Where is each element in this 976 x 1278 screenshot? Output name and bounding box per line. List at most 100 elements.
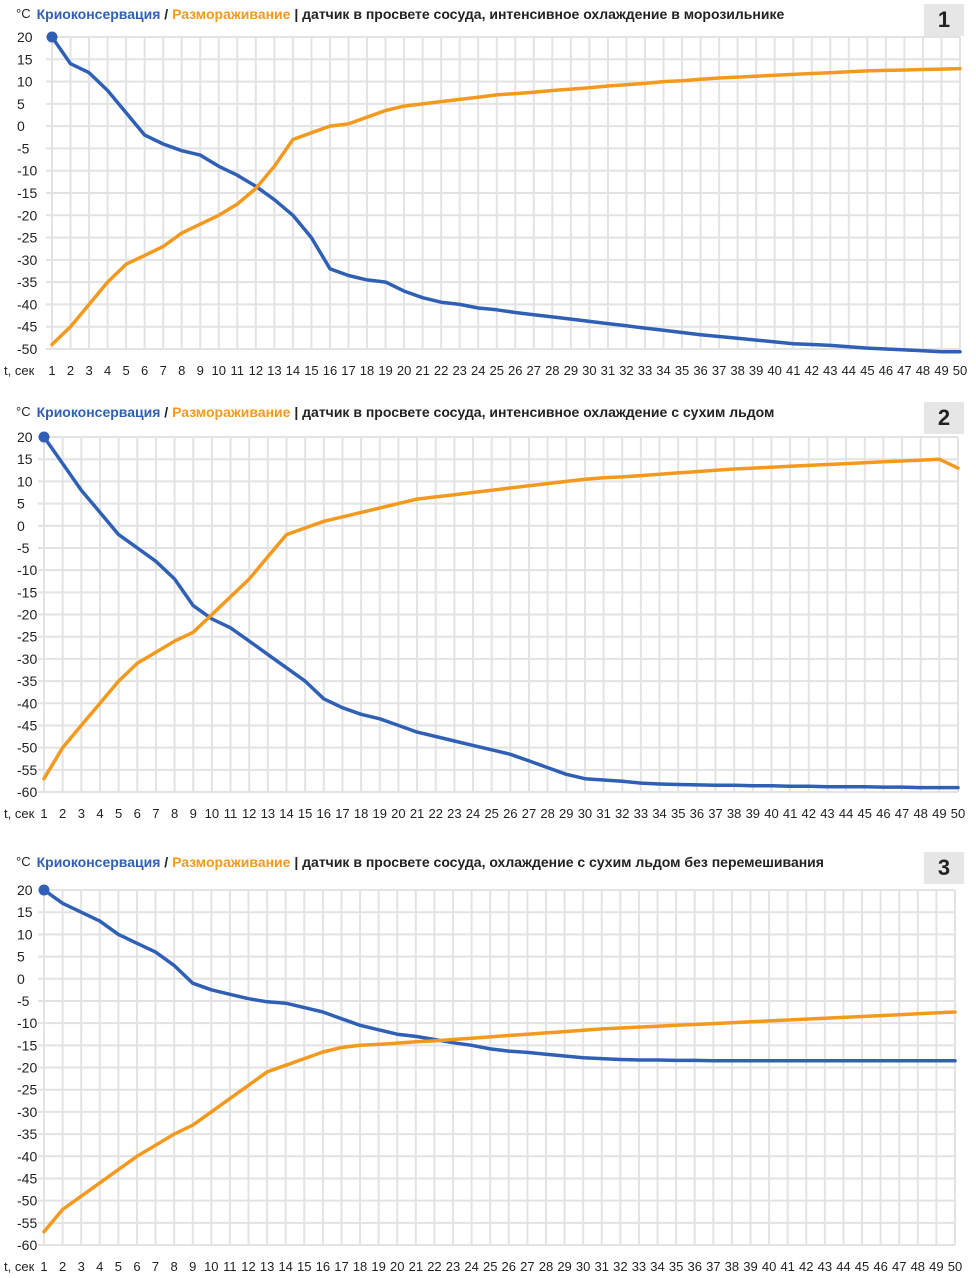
x-tick-label: 15 bbox=[298, 806, 312, 821]
chart-title-3: °C Криоконсервация / Размораживание | дат… bbox=[16, 854, 824, 870]
x-tick-label: 45 bbox=[860, 363, 874, 378]
x-tick-label: 34 bbox=[656, 363, 670, 378]
y-tick-label: -45 bbox=[17, 319, 37, 335]
x-tick-label: 25 bbox=[490, 363, 504, 378]
legend-sep: | bbox=[294, 404, 299, 420]
x-tick-label: 16 bbox=[323, 363, 337, 378]
y-tick-label: -45 bbox=[17, 717, 37, 733]
y-tick-label: -30 bbox=[17, 651, 37, 667]
x-tick-label: 29 bbox=[559, 806, 573, 821]
x-tick-label: 34 bbox=[650, 1259, 664, 1274]
x-tick-label: 10 bbox=[204, 1259, 218, 1274]
x-tick-label: 22 bbox=[427, 1259, 441, 1274]
x-tick-label: 39 bbox=[743, 1259, 757, 1274]
x-tick-label: 14 bbox=[279, 806, 293, 821]
y-tick-label: 5 bbox=[17, 949, 25, 965]
x-tick-label: 17 bbox=[341, 363, 355, 378]
x-tick-label: 6 bbox=[134, 806, 141, 821]
x-tick-label: 3 bbox=[78, 806, 85, 821]
x-tick-label: 50 bbox=[951, 806, 965, 821]
chart-svg-2: 20151050-5-10-15-20-25-30-35-40-45-50-55… bbox=[4, 429, 965, 821]
x-tick-label: 48 bbox=[913, 806, 927, 821]
chart-panel-2: °C Криоконсервация / Размораживание | дат… bbox=[0, 398, 976, 838]
x-tick-label: 28 bbox=[539, 1259, 553, 1274]
x-tick-label: 39 bbox=[746, 806, 760, 821]
x-tick-label: 13 bbox=[267, 363, 281, 378]
y-tick-label: -55 bbox=[17, 1215, 37, 1231]
x-tick-label: 40 bbox=[764, 806, 778, 821]
x-tick-label: 4 bbox=[96, 1259, 103, 1274]
x-tick-label: 14 bbox=[286, 363, 300, 378]
x-tick-label: 21 bbox=[409, 1259, 423, 1274]
x-tick-label: 25 bbox=[484, 806, 498, 821]
y-tick-label: -30 bbox=[17, 1104, 37, 1120]
x-tick-label: 2 bbox=[67, 363, 74, 378]
x-tick-label: 47 bbox=[897, 363, 911, 378]
y-tick-label: -25 bbox=[17, 230, 37, 246]
x-tick-label: 27 bbox=[527, 363, 541, 378]
x-tick-label: 2 bbox=[59, 1259, 66, 1274]
panel-number-3: 3 bbox=[924, 852, 964, 884]
y-tick-label: -15 bbox=[17, 1037, 37, 1053]
x-tick-label: 5 bbox=[115, 806, 122, 821]
start-point-marker bbox=[46, 31, 58, 43]
x-tick-label: 18 bbox=[354, 806, 368, 821]
y-tick-label: -50 bbox=[17, 1193, 37, 1209]
y-tick-label: -10 bbox=[17, 562, 37, 578]
panel-number-1: 1 bbox=[924, 4, 964, 36]
y-tick-label: -15 bbox=[17, 185, 37, 201]
y-tick-label: 20 bbox=[17, 29, 33, 45]
x-tick-label: 27 bbox=[522, 806, 536, 821]
y-tick-label: 10 bbox=[17, 473, 33, 489]
x-tick-label: 20 bbox=[391, 806, 405, 821]
x-tick-label: 35 bbox=[669, 1259, 683, 1274]
x-tick-label: 41 bbox=[780, 1259, 794, 1274]
x-tick-label: 37 bbox=[712, 363, 726, 378]
y-tick-label: -45 bbox=[17, 1170, 37, 1186]
x-tick-label: 11 bbox=[231, 363, 245, 378]
x-tick-label: 10 bbox=[205, 806, 219, 821]
x-tick-label: 24 bbox=[466, 806, 480, 821]
x-tick-label: 38 bbox=[727, 806, 741, 821]
x-tick-label: 22 bbox=[428, 806, 442, 821]
x-tick-label: 25 bbox=[483, 1259, 497, 1274]
chart-panel-1: °C Криоконсервация / Размораживание | дат… bbox=[0, 0, 976, 384]
y-tick-label: 20 bbox=[17, 429, 33, 445]
y-tick-label: 0 bbox=[17, 971, 25, 987]
y-tick-label: 10 bbox=[17, 74, 33, 90]
x-tick-label: 15 bbox=[304, 363, 318, 378]
x-tick-label: 30 bbox=[576, 1259, 590, 1274]
x-tick-label: 50 bbox=[948, 1259, 962, 1274]
x-tick-label: 44 bbox=[839, 806, 853, 821]
y-tick-label: 0 bbox=[17, 118, 25, 134]
x-tick-label: 26 bbox=[502, 1259, 516, 1274]
x-tick-label: 47 bbox=[895, 806, 909, 821]
y-tick-label: 10 bbox=[17, 926, 33, 942]
x-tick-label: 7 bbox=[152, 806, 159, 821]
x-tick-label: 46 bbox=[876, 806, 890, 821]
x-tick-label: 18 bbox=[353, 1259, 367, 1274]
x-tick-label: 20 bbox=[390, 1259, 404, 1274]
x-tick-label: 26 bbox=[503, 806, 517, 821]
series-line-cryo bbox=[42, 888, 957, 1063]
x-tick-label: 28 bbox=[545, 363, 559, 378]
x-tick-label: 19 bbox=[371, 1259, 385, 1274]
y-tick-label: -40 bbox=[17, 296, 37, 312]
x-tick-label: 32 bbox=[613, 1259, 627, 1274]
x-tick-label: 33 bbox=[634, 806, 648, 821]
x-tick-label: 9 bbox=[197, 363, 204, 378]
x-tick-label: 12 bbox=[241, 1259, 255, 1274]
x-tick-label: 43 bbox=[820, 806, 834, 821]
x-axis-label: t, сек bbox=[4, 363, 35, 378]
x-tick-label: 49 bbox=[934, 363, 948, 378]
unit-label: °C bbox=[16, 6, 31, 21]
x-tick-label: 43 bbox=[823, 363, 837, 378]
x-tick-label: 46 bbox=[873, 1259, 887, 1274]
y-tick-label: -10 bbox=[17, 163, 37, 179]
y-tick-label: -5 bbox=[17, 540, 30, 556]
y-tick-label: 15 bbox=[17, 451, 33, 467]
x-tick-label: 1 bbox=[40, 1259, 47, 1274]
x-tick-label: 12 bbox=[242, 806, 256, 821]
legend-slash: / bbox=[164, 404, 169, 420]
